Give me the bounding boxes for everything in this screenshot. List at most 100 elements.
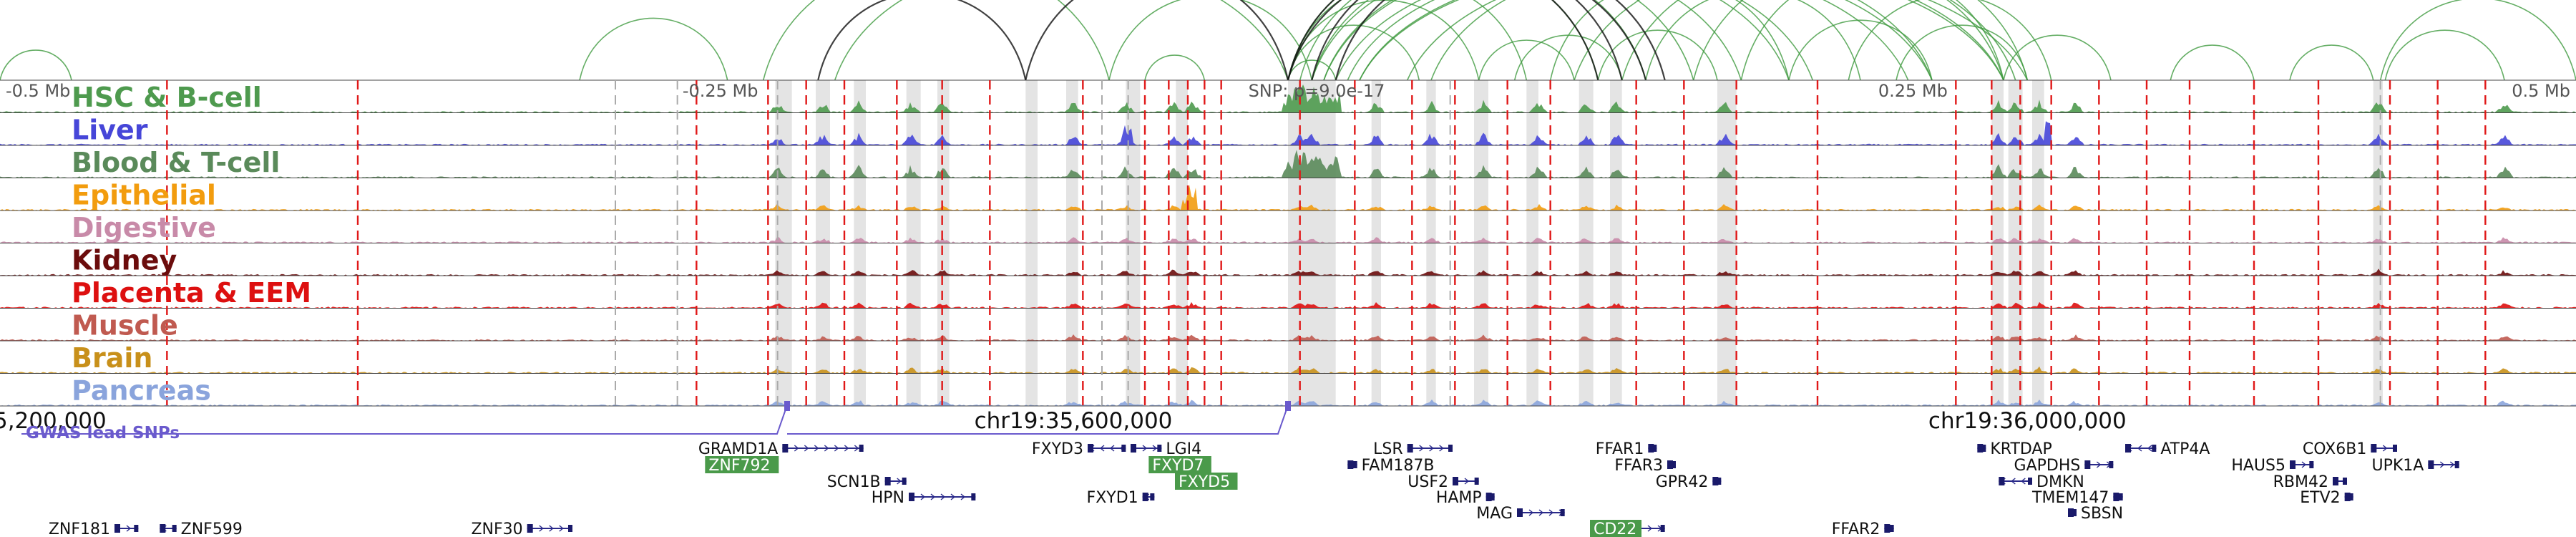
gene-fxyd5: FXYD5 (1175, 473, 1238, 491)
green-loop (579, 17, 728, 81)
strand-arrow (854, 445, 859, 452)
track-label: HSC & B-cell (72, 82, 262, 113)
gene-label: ATP4A (2160, 440, 2210, 458)
green-loop (1621, 0, 2004, 81)
coordinate-label: 35,200,000 (0, 408, 107, 434)
strand-arrow (804, 445, 809, 452)
track-label: Liver (72, 115, 148, 146)
green-loop (1323, 0, 1814, 81)
gene-label: FXYD3 (1032, 440, 1083, 458)
strand-arrow (2382, 445, 2388, 452)
green-loop (1788, 19, 1933, 81)
exon (2109, 461, 2114, 468)
green-loop (1740, 0, 2004, 81)
strand-arrow (2439, 461, 2445, 468)
exon (902, 478, 907, 485)
gene-znf30: ZNF30 (471, 521, 572, 537)
gene-label: SCN1B (827, 473, 881, 491)
gene-highlight-box (1148, 456, 1211, 473)
strand-arrow (1429, 445, 1434, 452)
gene-etv2: ETV2 (2300, 489, 2353, 507)
exon (1407, 444, 1413, 453)
strand-arrow (2011, 478, 2016, 485)
gene-fam187b: FAM187B (1347, 457, 1434, 475)
strand-arrow (1099, 445, 1105, 452)
strand-arrow (2301, 461, 2307, 468)
strand-arrow (1439, 445, 1444, 452)
exon (2152, 445, 2157, 452)
gene-label: FFAR2 (1832, 521, 1880, 537)
green-loop (1287, 0, 1528, 81)
gene-label: ETV2 (2300, 489, 2340, 507)
exon (2084, 460, 2091, 469)
gene-label: GPR42 (1656, 473, 1709, 491)
exon (1999, 477, 2005, 485)
green-loop (1311, 0, 1742, 81)
strand-arrow (1647, 525, 1653, 532)
gene-label: ZNF181 (49, 521, 110, 537)
gene-label: ZNF792 (708, 457, 770, 475)
track-label: Pancreas (72, 375, 211, 407)
gene-rbm42: RBM42 (2273, 473, 2347, 491)
gene-label: DMKN (2036, 473, 2084, 491)
strand-arrow (1464, 478, 1470, 485)
strand-arrow (126, 525, 132, 532)
gene-label: FXYD5 (1179, 473, 1230, 491)
green-loop (1287, 24, 1420, 81)
exon (1981, 445, 1986, 452)
gene-label: COX6B1 (2303, 440, 2366, 458)
exon (2333, 477, 2338, 485)
exon (971, 493, 976, 500)
green-loop (2003, 34, 2112, 81)
gene-label: FXYD1 (1087, 489, 1138, 507)
green-loop (1478, 39, 1575, 81)
track-label: Placenta & EEM (72, 277, 311, 309)
gene-label: USF2 (1407, 473, 1448, 491)
green-loop (1645, 0, 1861, 81)
exon (2348, 493, 2353, 500)
exon (1652, 445, 1657, 452)
gwas-connector (787, 405, 1289, 435)
gene-hpn: HPN (872, 489, 976, 507)
gene-ffar3: FFAR3 (1614, 457, 1676, 475)
gene-usf2: USF2 (1407, 473, 1479, 491)
exon (2371, 444, 2377, 453)
exon (2454, 461, 2459, 468)
exon (1347, 460, 1354, 469)
black-loop (817, 0, 1027, 81)
exon (1560, 509, 1565, 516)
gene-label: HAUS5 (2231, 457, 2285, 475)
exon (1453, 477, 1458, 485)
exon (909, 493, 914, 501)
strand-arrow (897, 478, 902, 485)
gene-lgi4: LGI4 (1131, 440, 1201, 458)
strand-arrow (1548, 509, 1554, 516)
signal-brain (0, 366, 2576, 374)
track-label: Digestive (72, 212, 216, 243)
gene-krtdap: KRTDAP (1977, 440, 2052, 458)
signal-kidney (0, 268, 2576, 276)
gene-fxyd3: FXYD3 (1032, 440, 1126, 458)
gene-label: CD22 (1594, 521, 1636, 537)
exon (1672, 461, 1676, 468)
gene-cd22: CD22 (1590, 520, 1665, 537)
black-loop (1025, 0, 1289, 81)
exon (527, 524, 533, 533)
gene-label: TMEM147 (2031, 489, 2109, 507)
gene-fxyd1: FXYD1 (1087, 489, 1155, 507)
strand-arrow (539, 525, 544, 532)
gene-label: KRTDAP (1990, 440, 2051, 458)
gene-lsr: LSR (1373, 440, 1453, 458)
exon (2290, 460, 2296, 469)
black-loop (1311, 0, 1623, 81)
track-label: Muscle (72, 310, 178, 342)
green-loop (1430, 0, 1933, 81)
green-loop (1108, 0, 1313, 81)
gene-znf792: ZNF792 (705, 456, 779, 475)
exon (1977, 444, 1984, 453)
green-loop (1144, 54, 1206, 81)
gwas-snp-marker (784, 401, 790, 411)
gwas-snp-marker (1285, 401, 1291, 411)
gene-scn1b: SCN1B (827, 473, 907, 491)
exon (782, 444, 789, 453)
